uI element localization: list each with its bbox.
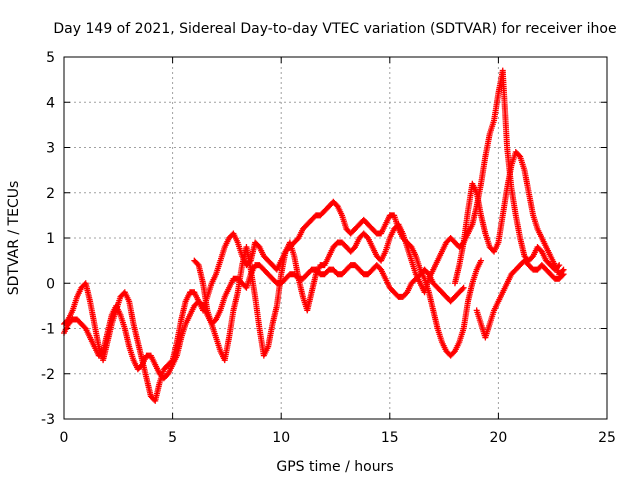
series-trace-3 xyxy=(191,67,563,364)
y-tick-label: -3 xyxy=(41,412,55,428)
y-tick-label: 1 xyxy=(46,231,55,247)
plot-frame xyxy=(63,56,608,420)
data-point xyxy=(478,257,485,264)
series-trace-2 xyxy=(61,262,467,382)
x-tick-label: 10 xyxy=(272,430,290,446)
y-tick-label: 0 xyxy=(46,276,55,292)
y-tick-label: -1 xyxy=(41,322,55,338)
axis-ticks: 0 5 10 15 20 25 -3 -2 -1 0 1 2 3 4 5 xyxy=(41,50,616,446)
series-trace-4 xyxy=(451,149,567,287)
grid-lines xyxy=(64,57,607,419)
series-trace-1 xyxy=(61,198,485,404)
data-point xyxy=(460,284,467,291)
chart-title: Day 149 of 2021, Sidereal Day-to-day VTE… xyxy=(53,21,616,37)
y-tick-label: 4 xyxy=(46,95,55,111)
x-axis-label: GPS time / hours xyxy=(276,459,393,475)
data-point xyxy=(559,272,566,279)
y-axis-label: SDTVAR / TECUs xyxy=(6,181,22,296)
data-point xyxy=(516,152,523,159)
x-tick-label: 20 xyxy=(489,430,507,446)
data-point xyxy=(459,285,466,292)
y-tick-label: -2 xyxy=(41,367,55,383)
data-points xyxy=(61,67,567,404)
x-tick-label: 25 xyxy=(598,430,616,446)
x-tick-label: 0 xyxy=(60,430,69,446)
x-tick-label: 15 xyxy=(381,430,399,446)
y-tick-label: 2 xyxy=(46,186,55,202)
x-tick-label: 5 xyxy=(168,430,177,446)
data-point xyxy=(560,271,567,278)
y-tick-label: 3 xyxy=(46,141,55,157)
y-tick-label: 5 xyxy=(46,50,55,66)
series-trace-5 xyxy=(473,257,567,341)
